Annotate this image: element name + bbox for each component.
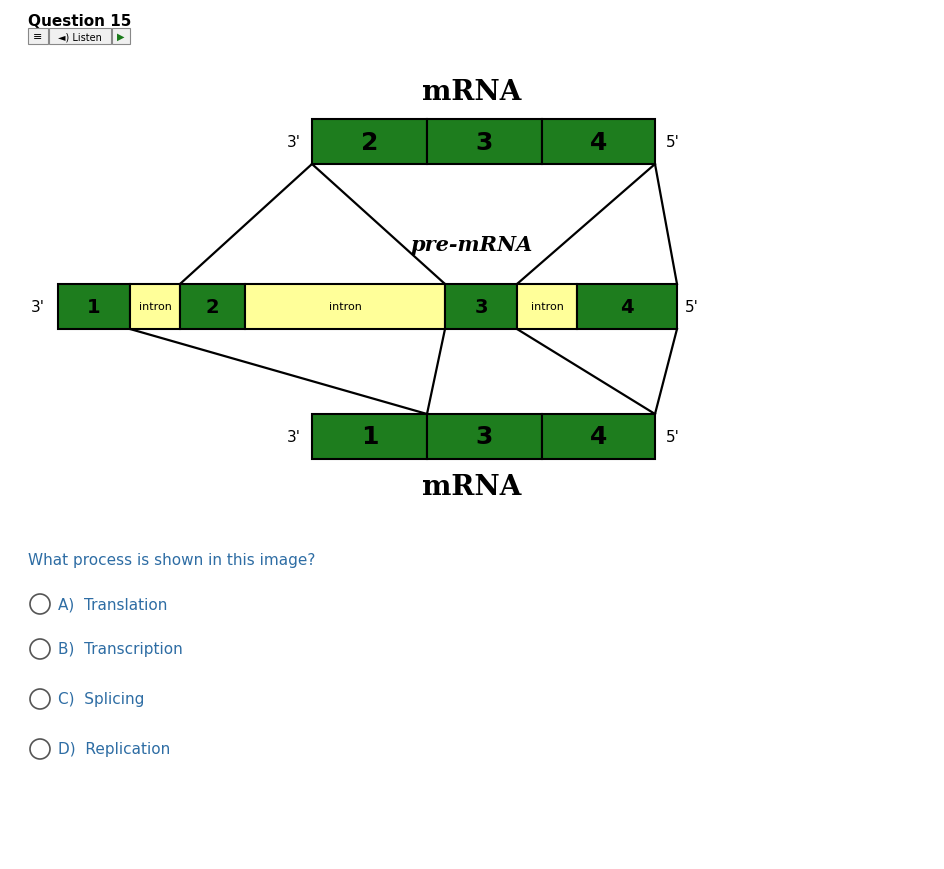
Text: 5': 5' <box>666 429 680 444</box>
Text: intron: intron <box>329 302 362 312</box>
Text: B)  Transcription: B) Transcription <box>58 642 183 657</box>
Bar <box>312 120 427 165</box>
Text: ▶: ▶ <box>117 32 125 42</box>
Bar <box>445 285 517 329</box>
Bar <box>517 285 577 329</box>
Bar <box>28 29 48 45</box>
Bar <box>130 285 180 329</box>
Text: mRNA: mRNA <box>422 78 522 105</box>
Text: ≡: ≡ <box>33 32 42 42</box>
Bar <box>58 285 130 329</box>
Text: 1: 1 <box>87 298 101 316</box>
Text: C)  Splicing: C) Splicing <box>58 692 144 706</box>
Text: 4: 4 <box>620 298 633 316</box>
Text: 2: 2 <box>361 130 379 155</box>
Text: 4: 4 <box>590 130 607 155</box>
Bar <box>180 285 245 329</box>
Text: mRNA: mRNA <box>422 474 522 501</box>
Text: A)  Translation: A) Translation <box>58 597 167 612</box>
Text: Question 15: Question 15 <box>28 15 131 30</box>
Text: 3: 3 <box>476 425 493 449</box>
Text: pre-mRNA: pre-mRNA <box>411 235 533 255</box>
Text: 4: 4 <box>590 425 607 449</box>
Text: 3': 3' <box>287 429 301 444</box>
Bar <box>312 415 427 460</box>
Text: 1: 1 <box>361 425 379 449</box>
Text: 3: 3 <box>476 130 493 155</box>
Text: 5': 5' <box>666 135 680 149</box>
Text: intron: intron <box>139 302 172 312</box>
Bar <box>245 285 445 329</box>
Bar <box>112 29 130 45</box>
Text: 3': 3' <box>31 300 45 315</box>
Bar <box>427 120 542 165</box>
Text: 2: 2 <box>206 298 219 316</box>
Text: What process is shown in this image?: What process is shown in this image? <box>28 552 315 567</box>
Text: 3': 3' <box>287 135 301 149</box>
Bar <box>49 29 111 45</box>
Text: 5': 5' <box>685 300 699 315</box>
Bar <box>577 285 677 329</box>
Text: D)  Replication: D) Replication <box>58 741 170 757</box>
Bar <box>542 415 655 460</box>
Text: ◄) Listen: ◄) Listen <box>59 32 102 42</box>
Text: 3: 3 <box>474 298 488 316</box>
Bar <box>542 120 655 165</box>
Text: intron: intron <box>531 302 564 312</box>
Bar <box>427 415 542 460</box>
